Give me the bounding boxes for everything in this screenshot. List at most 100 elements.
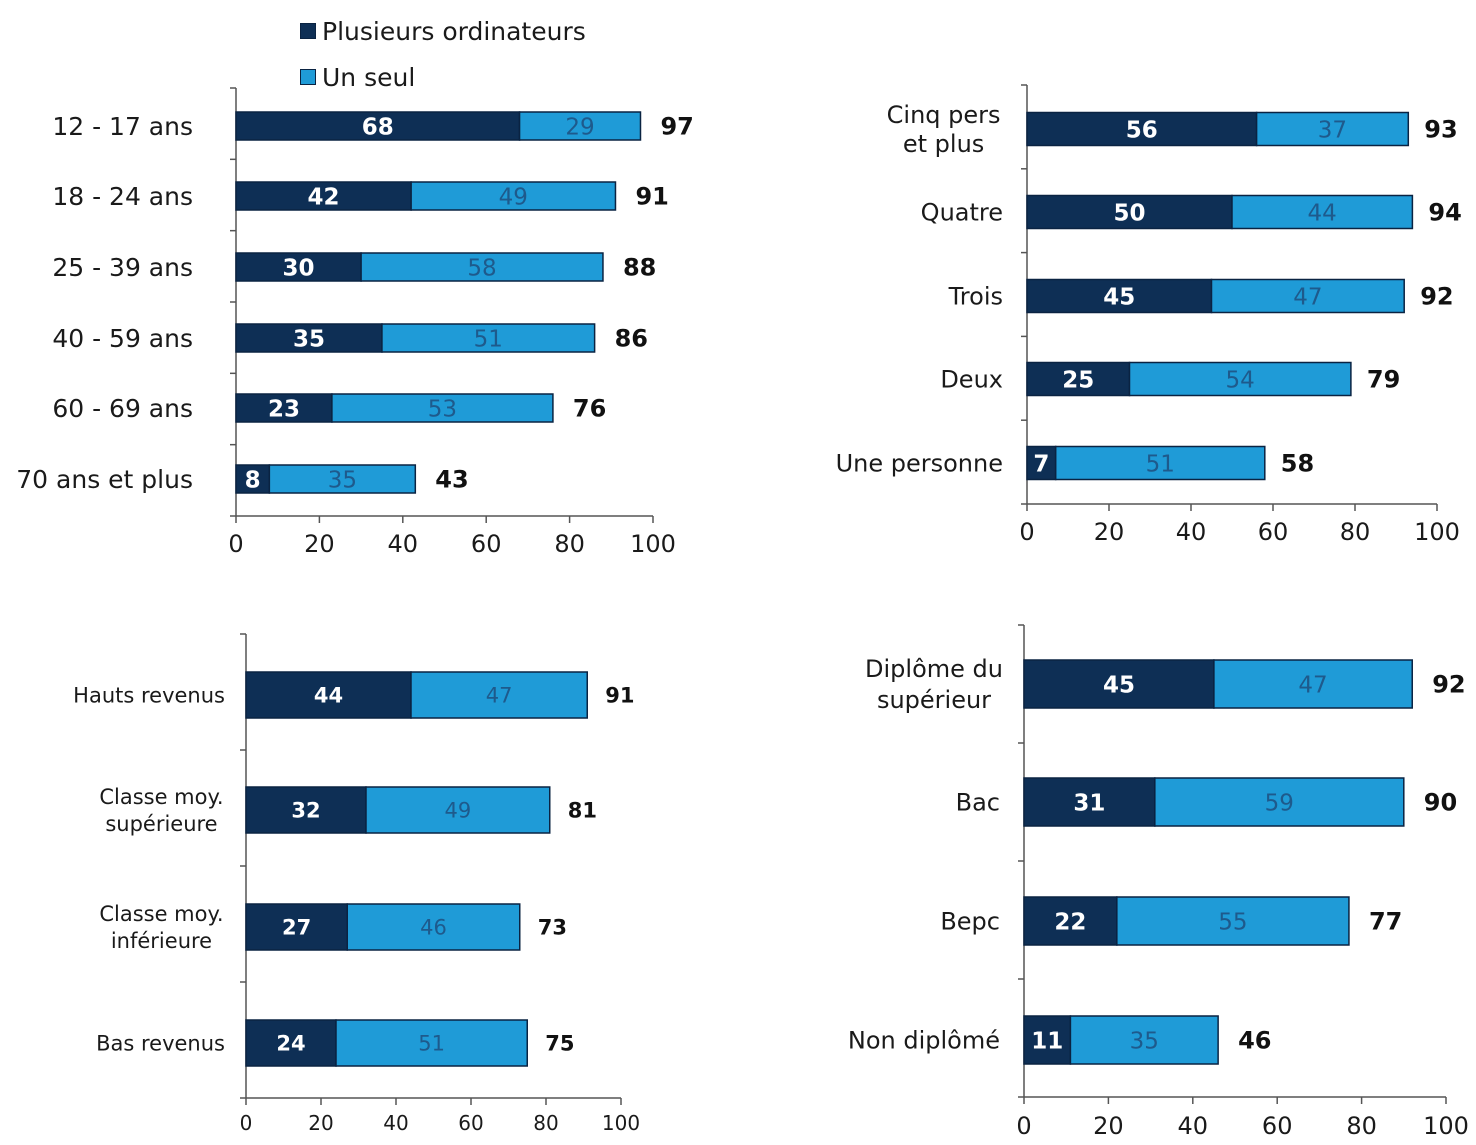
category-label: Une personne bbox=[836, 450, 1003, 478]
total-label: 43 bbox=[435, 466, 468, 494]
x-tick-label: 60 bbox=[471, 530, 502, 558]
data-label-plusieurs: 11 bbox=[1031, 1028, 1063, 1054]
x-tick-label: 40 bbox=[383, 1111, 408, 1135]
data-label-plusieurs: 50 bbox=[1113, 200, 1145, 226]
x-tick-label: 60 bbox=[458, 1111, 483, 1135]
legend-item-un-seul: Un seul bbox=[300, 54, 586, 100]
bar-segment-plusieurs bbox=[1023, 777, 1156, 827]
data-label-un-seul: 47 bbox=[486, 684, 513, 708]
data-label-plusieurs: 35 bbox=[293, 326, 325, 352]
x-tick-label: 80 bbox=[554, 530, 585, 558]
bar-segment-un-seul bbox=[410, 181, 617, 211]
legend-swatch-plusieurs bbox=[300, 23, 316, 39]
total-label: 75 bbox=[545, 1032, 574, 1056]
bar-segment-plusieurs bbox=[1023, 896, 1118, 946]
category-label: Non diplômé bbox=[848, 1027, 1000, 1055]
x-tick-label: 20 bbox=[1094, 518, 1125, 546]
total-label: 94 bbox=[1428, 199, 1461, 227]
category-label: Cinq pers et plus bbox=[887, 101, 1001, 158]
total-label: 91 bbox=[605, 684, 634, 708]
category-label: 60 - 69 ans bbox=[52, 394, 193, 423]
category-label: 25 - 39 ans bbox=[52, 253, 193, 282]
bar-segment-un-seul bbox=[1154, 777, 1405, 827]
category-label: 40 - 59 ans bbox=[52, 324, 193, 353]
bar-segment-un-seul bbox=[518, 111, 642, 141]
data-label-plusieurs: 22 bbox=[1054, 909, 1086, 935]
bar-segment-plusieurs bbox=[235, 464, 271, 494]
data-label-plusieurs: 32 bbox=[291, 799, 320, 823]
category-label: Classe moy. supérieure bbox=[99, 785, 223, 836]
total-label: 81 bbox=[568, 799, 597, 823]
total-label: 92 bbox=[1420, 283, 1453, 311]
legend: Plusieurs ordinateurs Un seul bbox=[300, 8, 586, 100]
data-label-plusieurs: 30 bbox=[283, 255, 315, 281]
category-label: Trois bbox=[948, 283, 1003, 311]
data-label-un-seul: 51 bbox=[474, 326, 503, 352]
x-tick-label: 60 bbox=[1262, 1112, 1293, 1140]
bar-segment-plusieurs bbox=[235, 111, 521, 141]
total-label: 77 bbox=[1369, 908, 1402, 936]
total-label: 86 bbox=[615, 325, 648, 353]
bar-segment-un-seul bbox=[1213, 659, 1413, 709]
category-label: Quatre bbox=[921, 199, 1003, 227]
bar-segment-un-seul bbox=[1116, 896, 1350, 946]
data-label-un-seul: 35 bbox=[1130, 1028, 1159, 1054]
data-label-un-seul: 54 bbox=[1226, 367, 1255, 393]
x-tick-label: 100 bbox=[630, 530, 676, 558]
data-label-un-seul: 55 bbox=[1218, 909, 1247, 935]
category-label: Bas revenus bbox=[96, 1032, 225, 1056]
total-label: 97 bbox=[660, 113, 693, 141]
bar-segment-un-seul bbox=[335, 1019, 528, 1067]
data-label-un-seul: 35 bbox=[328, 467, 357, 493]
data-label-un-seul: 58 bbox=[467, 255, 496, 281]
total-label: 79 bbox=[1367, 366, 1400, 394]
x-tick-label: 40 bbox=[1176, 518, 1207, 546]
x-tick-label: 100 bbox=[602, 1111, 640, 1135]
x-tick-label: 20 bbox=[304, 530, 335, 558]
bar-segment-un-seul bbox=[1231, 194, 1414, 230]
total-label: 92 bbox=[1432, 671, 1465, 699]
data-label-un-seul: 44 bbox=[1308, 200, 1337, 226]
bar-segment-plusieurs bbox=[235, 181, 412, 211]
x-tick-label: 100 bbox=[1414, 518, 1460, 546]
x-tick-label: 100 bbox=[1423, 1112, 1469, 1140]
bar-segment-un-seul bbox=[1128, 361, 1352, 397]
x-tick-label: 80 bbox=[1346, 1112, 1377, 1140]
bar-segment-un-seul bbox=[268, 464, 417, 494]
x-tick-label: 60 bbox=[1258, 518, 1289, 546]
x-tick-label: 80 bbox=[533, 1111, 558, 1135]
legend-label-plusieurs: Plusieurs ordinateurs bbox=[322, 16, 586, 46]
data-label-plusieurs: 7 bbox=[1033, 451, 1049, 477]
bar-segment-un-seul bbox=[360, 252, 604, 282]
bar-segment-un-seul bbox=[346, 903, 521, 951]
bar-segment-plusieurs bbox=[1026, 445, 1057, 481]
bar-segment-un-seul bbox=[381, 323, 596, 353]
bar-segment-un-seul bbox=[1069, 1015, 1219, 1065]
data-label-un-seul: 46 bbox=[420, 916, 447, 940]
bar-segment-un-seul bbox=[1054, 445, 1266, 481]
data-label-un-seul: 49 bbox=[445, 799, 472, 823]
category-label: Hauts revenus bbox=[73, 684, 225, 708]
data-label-un-seul: 51 bbox=[1146, 451, 1175, 477]
category-label: 12 - 17 ans bbox=[52, 112, 193, 141]
bar-segment-plusieurs bbox=[235, 252, 362, 282]
data-label-plusieurs: 25 bbox=[1062, 367, 1094, 393]
x-tick-label: 40 bbox=[388, 530, 419, 558]
total-label: 93 bbox=[1424, 116, 1457, 144]
data-label-plusieurs: 56 bbox=[1126, 117, 1158, 143]
data-label-un-seul: 51 bbox=[418, 1032, 445, 1056]
category-label: 18 - 24 ans bbox=[52, 182, 193, 211]
x-tick-label: 80 bbox=[1340, 518, 1371, 546]
bar-segment-un-seul bbox=[1210, 278, 1405, 314]
data-label-un-seul: 53 bbox=[428, 396, 457, 422]
total-label: 46 bbox=[1238, 1027, 1271, 1055]
data-label-plusieurs: 68 bbox=[362, 114, 394, 140]
category-label: Classe moy. inférieure bbox=[99, 902, 223, 953]
data-label-un-seul: 37 bbox=[1318, 117, 1347, 143]
data-label-plusieurs: 27 bbox=[282, 916, 311, 940]
data-label-plusieurs: 24 bbox=[276, 1032, 305, 1056]
data-label-un-seul: 29 bbox=[565, 114, 594, 140]
